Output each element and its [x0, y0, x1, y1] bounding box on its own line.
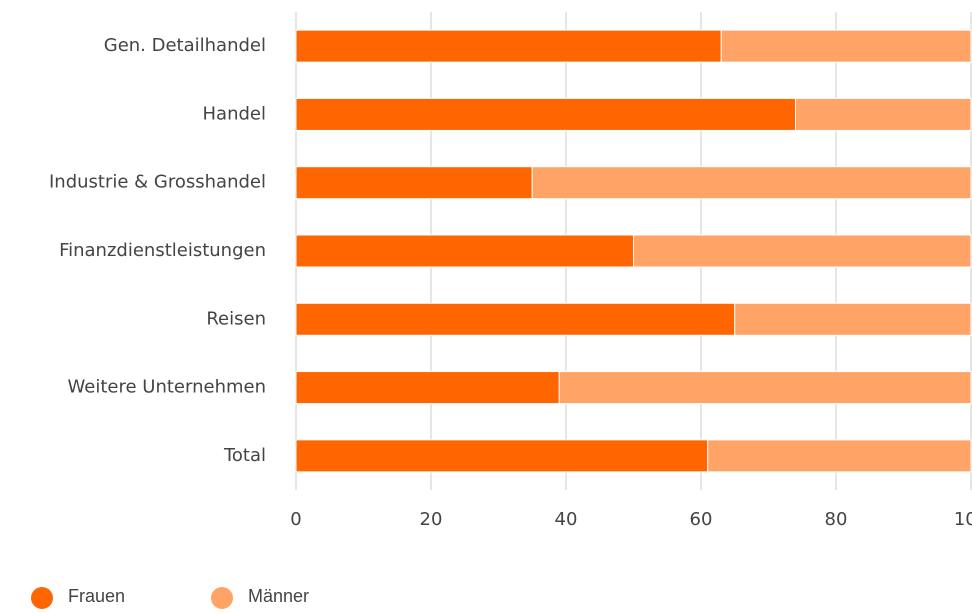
bar — [295, 166, 533, 200]
x-tick-label: 100 — [954, 509, 972, 530]
bar — [295, 234, 634, 268]
bar — [295, 29, 722, 63]
bar — [795, 97, 972, 131]
bar — [295, 439, 709, 473]
bar — [295, 97, 796, 131]
bar — [633, 234, 972, 268]
y-tick-label: Reisen — [206, 308, 266, 329]
bar — [720, 29, 972, 63]
bar — [295, 302, 736, 336]
x-tick-label: 40 — [555, 509, 578, 530]
y-tick-label: Total — [223, 445, 266, 466]
y-tick-label: Finanzdienstleistungen — [59, 240, 266, 261]
bar — [531, 166, 972, 200]
y-tick-label: Weitere Unternehmen — [68, 377, 266, 398]
bar — [295, 371, 560, 405]
y-tick-label: Industrie & Grosshandel — [49, 172, 266, 193]
x-tick-label: 60 — [690, 509, 713, 530]
bar — [734, 302, 972, 336]
legend-label: Frauen — [68, 586, 125, 606]
bar — [558, 371, 972, 405]
y-tick-label: Handel — [203, 103, 266, 124]
x-tick-label: 0 — [290, 509, 301, 530]
legend-marker — [31, 587, 53, 609]
x-tick-label: 80 — [825, 509, 848, 530]
bar — [707, 439, 972, 473]
legend-label: Männer — [248, 586, 309, 606]
y-tick-label: Gen. Detailhandel — [104, 35, 266, 56]
x-tick-label: 20 — [420, 509, 443, 530]
legend-marker — [211, 587, 233, 609]
